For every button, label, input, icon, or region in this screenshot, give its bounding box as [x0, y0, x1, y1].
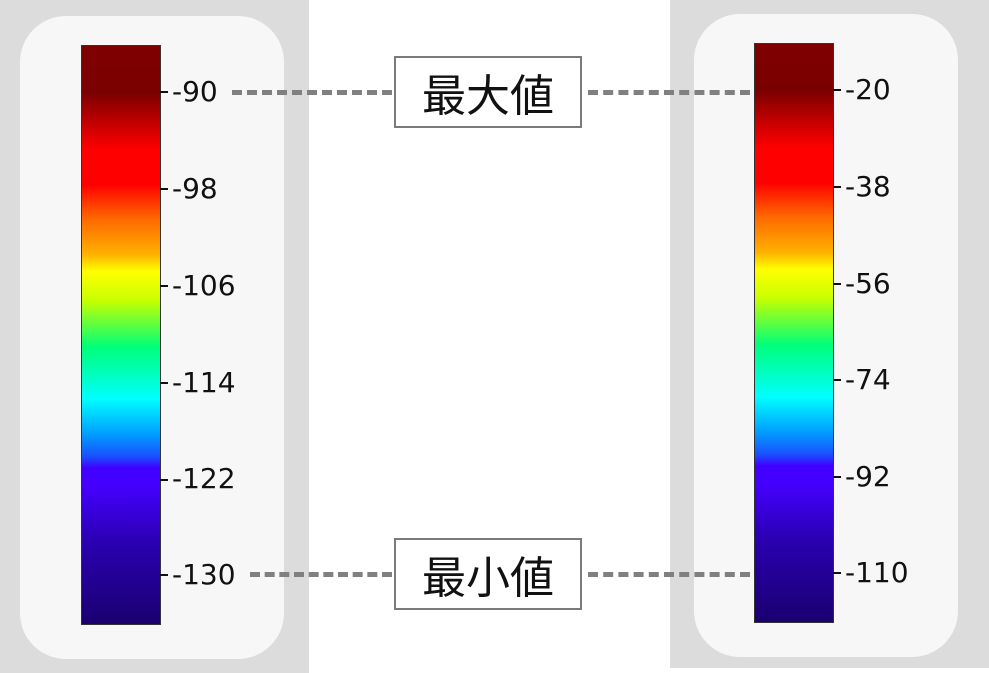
- right-tick-mark: [833, 283, 841, 285]
- left-tick-mark: [160, 285, 168, 287]
- right-tick-label: -20: [845, 73, 891, 106]
- right-tick-label: -38: [845, 170, 891, 203]
- left-tick-label: -98: [172, 172, 218, 205]
- right-tick-mark: [833, 89, 841, 91]
- right-tick-label: -110: [845, 556, 909, 589]
- min-connector-left: [250, 572, 392, 577]
- max-connector-left: [232, 90, 392, 95]
- right-tick-mark: [833, 379, 841, 381]
- right-tick-label: -92: [845, 460, 891, 493]
- right-tick-label: -74: [845, 363, 891, 396]
- max-connector-right: [588, 90, 750, 95]
- right-tick-mark: [833, 476, 841, 478]
- left-tick-label: -106: [172, 269, 236, 302]
- left-tick-label: -90: [172, 75, 218, 108]
- right-tick-label: -56: [845, 267, 891, 300]
- left-tick-label: -130: [172, 558, 236, 591]
- right-colorbar: [754, 43, 834, 623]
- left-tick-mark: [160, 91, 168, 93]
- left-tick-mark: [160, 188, 168, 190]
- left-tick-mark: [160, 382, 168, 384]
- left-tick-label: -122: [172, 462, 236, 495]
- right-tick-mark: [833, 572, 841, 574]
- left-colorbar: [81, 45, 161, 625]
- min-connector-right: [588, 572, 750, 577]
- max-value-callout: 最大値: [394, 56, 582, 128]
- left-tick-mark: [160, 479, 168, 481]
- right-tick-mark: [833, 186, 841, 188]
- left-tick-label: -114: [172, 366, 236, 399]
- min-value-callout: 最小値: [394, 538, 582, 610]
- left-tick-mark: [160, 574, 168, 576]
